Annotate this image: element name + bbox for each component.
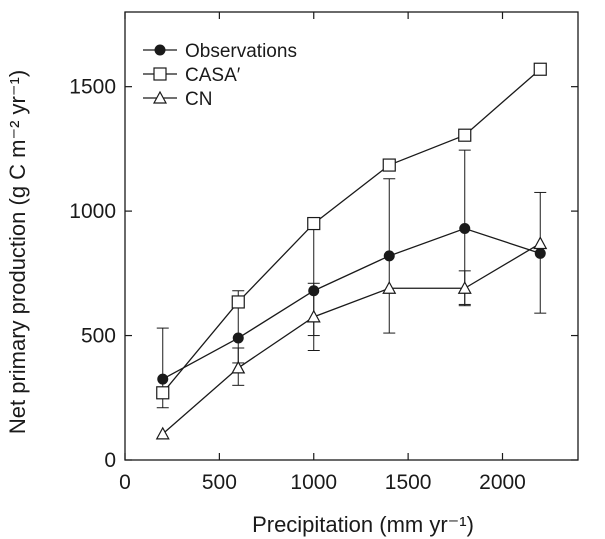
point-observations xyxy=(232,332,244,344)
point-cn xyxy=(382,281,397,294)
plot-area: 0 500 1000 1500 2000 0 500 1000 1500 xyxy=(69,11,579,494)
point-casa xyxy=(458,128,472,142)
point-observations xyxy=(383,250,395,262)
point-casa xyxy=(533,62,547,76)
point-observations xyxy=(157,373,169,385)
x-tick-label: 500 xyxy=(202,471,237,494)
legend-marker-observations xyxy=(154,44,166,56)
legend-label-observations: Observations xyxy=(185,41,297,62)
y-tick-label: 0 xyxy=(104,449,116,472)
point-observations xyxy=(308,285,320,297)
point-casa xyxy=(382,158,396,172)
x-tick-label: 2000 xyxy=(479,471,526,494)
legend-marker-casa xyxy=(153,67,167,81)
x-tick-label: 1500 xyxy=(385,471,432,494)
legend-marker-cn xyxy=(152,90,168,104)
point-cn xyxy=(155,426,170,440)
plot-frame xyxy=(124,11,579,461)
point-cn xyxy=(457,281,472,294)
y-tick-label: 500 xyxy=(81,325,116,348)
point-cn xyxy=(533,236,548,250)
legend-label-casa: CASA′ xyxy=(185,65,241,86)
point-casa xyxy=(156,386,170,400)
series-line-casa xyxy=(162,68,541,394)
y-tick-label: 1500 xyxy=(69,76,116,99)
point-observations xyxy=(459,223,471,235)
y-tick-label: 1000 xyxy=(69,200,116,223)
point-casa xyxy=(307,216,321,231)
point-observations xyxy=(534,247,546,259)
x-tick-label: 0 xyxy=(119,471,131,494)
x-axis-label: Precipitation (mm yr⁻¹) xyxy=(252,512,474,537)
series-line-observations xyxy=(162,227,541,380)
point-cn xyxy=(231,360,246,374)
series-line-cn xyxy=(162,242,541,435)
point-cn xyxy=(306,309,321,323)
y-axis-label: Net primary production (g C m⁻² yr⁻¹) xyxy=(5,70,30,434)
legend-label-cn: CN xyxy=(185,89,212,110)
legend: Observations CASA′ CN xyxy=(143,41,297,110)
x-tick-label: 1000 xyxy=(290,471,337,494)
point-casa xyxy=(231,295,245,309)
